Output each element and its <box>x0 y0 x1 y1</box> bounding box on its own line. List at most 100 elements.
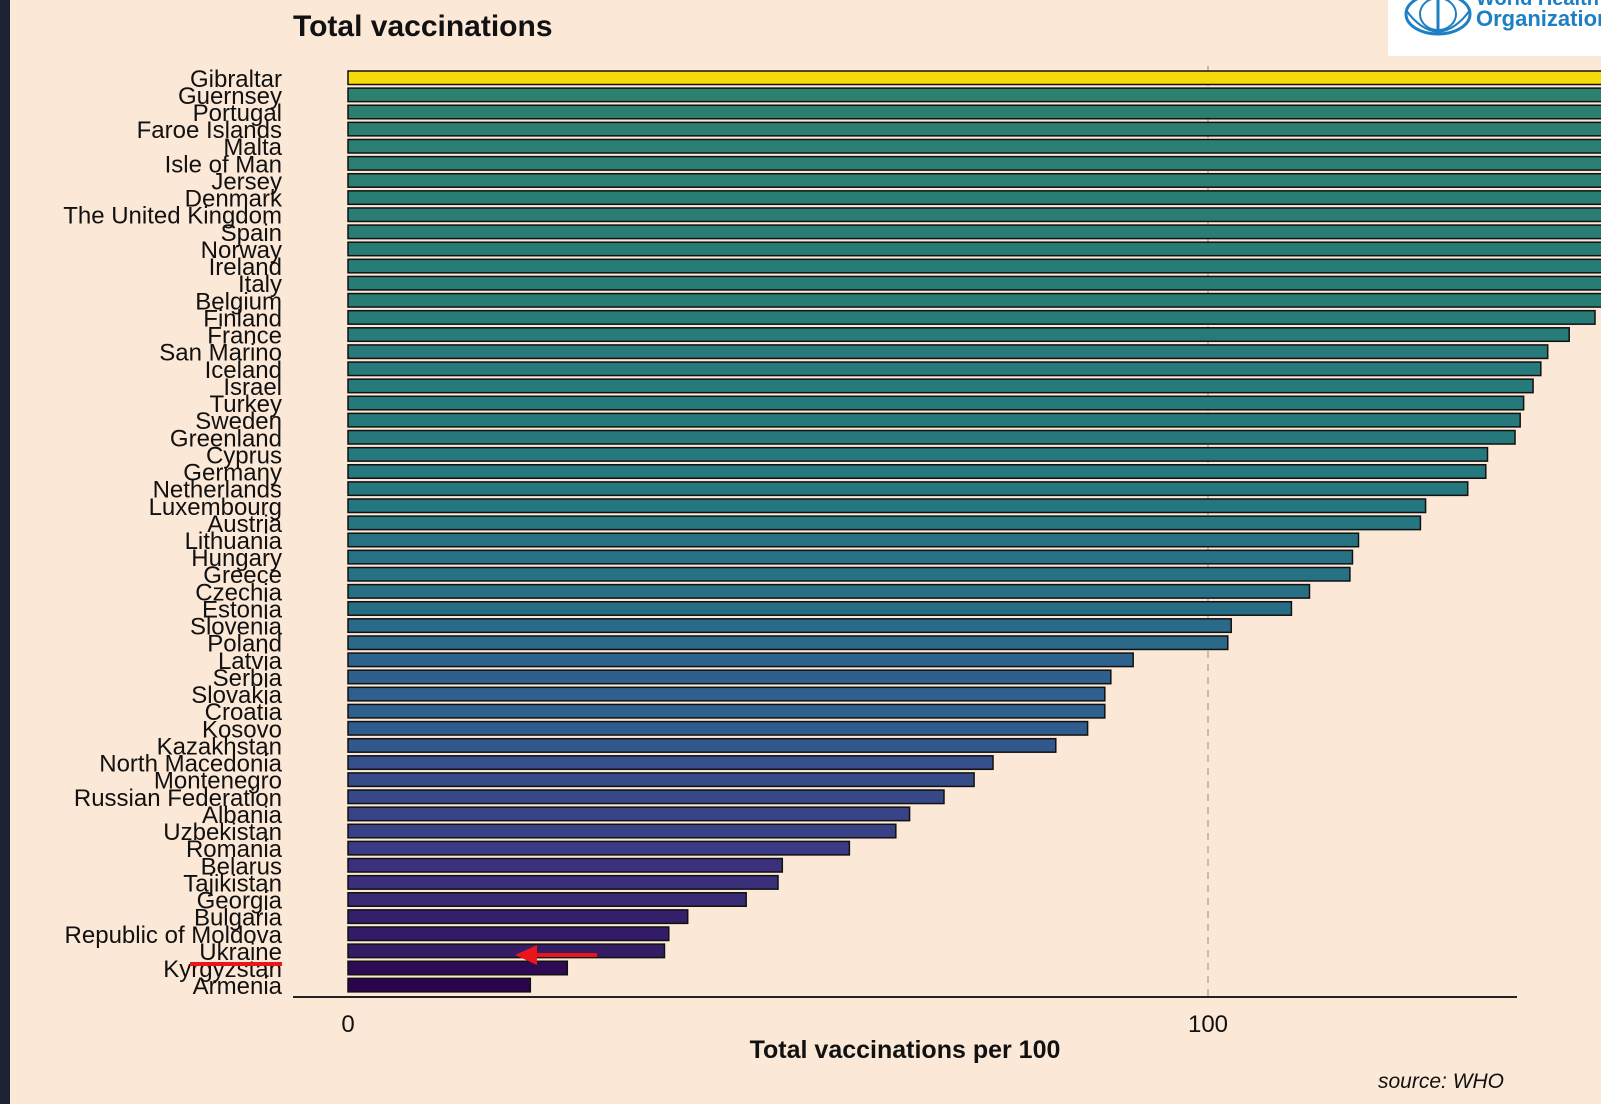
category-label: The United Kingdom <box>63 203 282 230</box>
bar-uzbekistan <box>347 823 897 839</box>
bar-ukraine <box>347 943 666 959</box>
category-label: Jersey <box>211 168 282 195</box>
category-label: Faroe Islands <box>137 117 282 144</box>
category-label: Latvia <box>218 648 283 675</box>
category-label: Iceland <box>205 357 282 384</box>
bar-latvia <box>347 652 1134 668</box>
category-label: Greece <box>203 562 282 589</box>
category-label: Croatia <box>205 699 283 726</box>
bar-gibraltar <box>347 70 1601 86</box>
bar-isle-of-man <box>347 155 1601 171</box>
category-label: Slovenia <box>190 614 283 641</box>
category-label: Germany <box>183 460 282 487</box>
bar-guernsey <box>347 87 1601 103</box>
category-label: Albania <box>202 802 283 829</box>
category-label: Isle of Man <box>165 151 282 178</box>
category-label: Israel <box>223 374 282 401</box>
x-axis-ticks: 0100200 <box>341 1011 1228 1038</box>
bar-denmark <box>347 190 1601 206</box>
category-label: Kazakhstan <box>157 733 282 760</box>
bar-luxembourg <box>347 498 1427 514</box>
bar-armenia <box>347 977 532 993</box>
category-label: Lithuania <box>185 528 283 555</box>
bar-ireland <box>347 258 1601 274</box>
bar-germany <box>347 464 1487 480</box>
category-label: Finland <box>203 305 282 332</box>
category-label: Gibraltar <box>190 66 282 93</box>
category-label: Italy <box>238 271 282 298</box>
bar-sweden <box>347 412 1521 428</box>
category-label: Luxembourg <box>149 494 282 521</box>
category-label: France <box>207 323 282 350</box>
who-emblem-icon <box>1404 0 1472 36</box>
bar-georgia <box>347 892 747 908</box>
bar-belgium <box>347 292 1601 308</box>
category-label: Slovakia <box>191 682 282 709</box>
category-label: Kyrgyzstan <box>163 956 282 983</box>
category-label: Bulgaria <box>194 905 283 932</box>
category-label: Russian Federation <box>74 785 282 812</box>
bar-croatia <box>347 703 1106 719</box>
category-label: Belarus <box>201 853 282 880</box>
category-label: Guernsey <box>178 83 282 110</box>
category-label: Serbia <box>213 665 283 692</box>
category-label: Uzbekistan <box>163 819 282 846</box>
bar-turkey <box>347 395 1525 411</box>
bar-portugal <box>347 104 1601 120</box>
category-label: Spain <box>221 220 282 247</box>
bar-czechia <box>347 583 1311 599</box>
gridlines <box>1207 66 1209 997</box>
bar-albania <box>347 806 911 822</box>
bar-kazakhstan <box>347 737 1057 753</box>
bar-tajikistan <box>347 874 779 890</box>
x-tick-label: 0 <box>341 1011 354 1038</box>
category-label: Norway <box>201 237 282 264</box>
bar-norway <box>347 241 1601 257</box>
category-label: Greenland <box>170 425 282 452</box>
bar-spain <box>347 224 1601 240</box>
bar-malta <box>347 138 1601 154</box>
x-axis-label: Total vaccinations per 100 <box>750 1036 1061 1064</box>
bar-italy <box>347 275 1601 291</box>
chart-title: Total vaccinations <box>293 10 553 43</box>
bar-netherlands <box>347 481 1469 497</box>
bar-finland <box>347 309 1596 325</box>
bar-slovenia <box>347 618 1232 634</box>
category-label: San Marino <box>159 340 282 367</box>
category-label: Ireland <box>209 254 282 281</box>
x-tick-label: 100 <box>1188 1011 1228 1038</box>
bar-israel <box>347 378 1534 394</box>
ukraine-arrow-head <box>515 945 537 965</box>
category-label: Tajikistan <box>183 870 282 897</box>
bar-kosovo <box>347 720 1089 736</box>
bar-slovakia <box>347 686 1106 702</box>
category-label: Kosovo <box>202 716 282 743</box>
bar-lithuania <box>347 532 1360 548</box>
category-label: Portugal <box>193 100 282 127</box>
logo-line1: World Health <box>1476 0 1599 11</box>
category-label: Austria <box>207 511 282 538</box>
bar-bulgaria <box>347 909 689 925</box>
category-label: Poland <box>207 631 282 658</box>
category-label: Armenia <box>193 973 283 1000</box>
category-label: Hungary <box>191 545 282 572</box>
bar-iceland <box>347 361 1542 377</box>
category-label: Republic of Moldova <box>65 922 283 949</box>
bar-the-united-kingdom <box>347 207 1601 223</box>
bar-romania <box>347 840 851 856</box>
bar-montenegro <box>347 772 975 788</box>
source-note: source: WHO <box>1378 1070 1505 1093</box>
category-label: Denmark <box>185 186 283 213</box>
bar-republic-of-moldova <box>347 926 670 942</box>
ukraine-annotation <box>190 945 597 966</box>
bar-greece <box>347 566 1351 582</box>
category-label: Montenegro <box>154 768 282 795</box>
bar-kyrgyzstan <box>347 960 569 976</box>
bar-russian-federation <box>347 789 945 805</box>
category-label: Belgium <box>195 288 282 315</box>
bar-estonia <box>347 600 1293 616</box>
bar-cyprus <box>347 446 1489 462</box>
category-label: Cyprus <box>206 442 282 469</box>
bar-austria <box>347 515 1422 531</box>
